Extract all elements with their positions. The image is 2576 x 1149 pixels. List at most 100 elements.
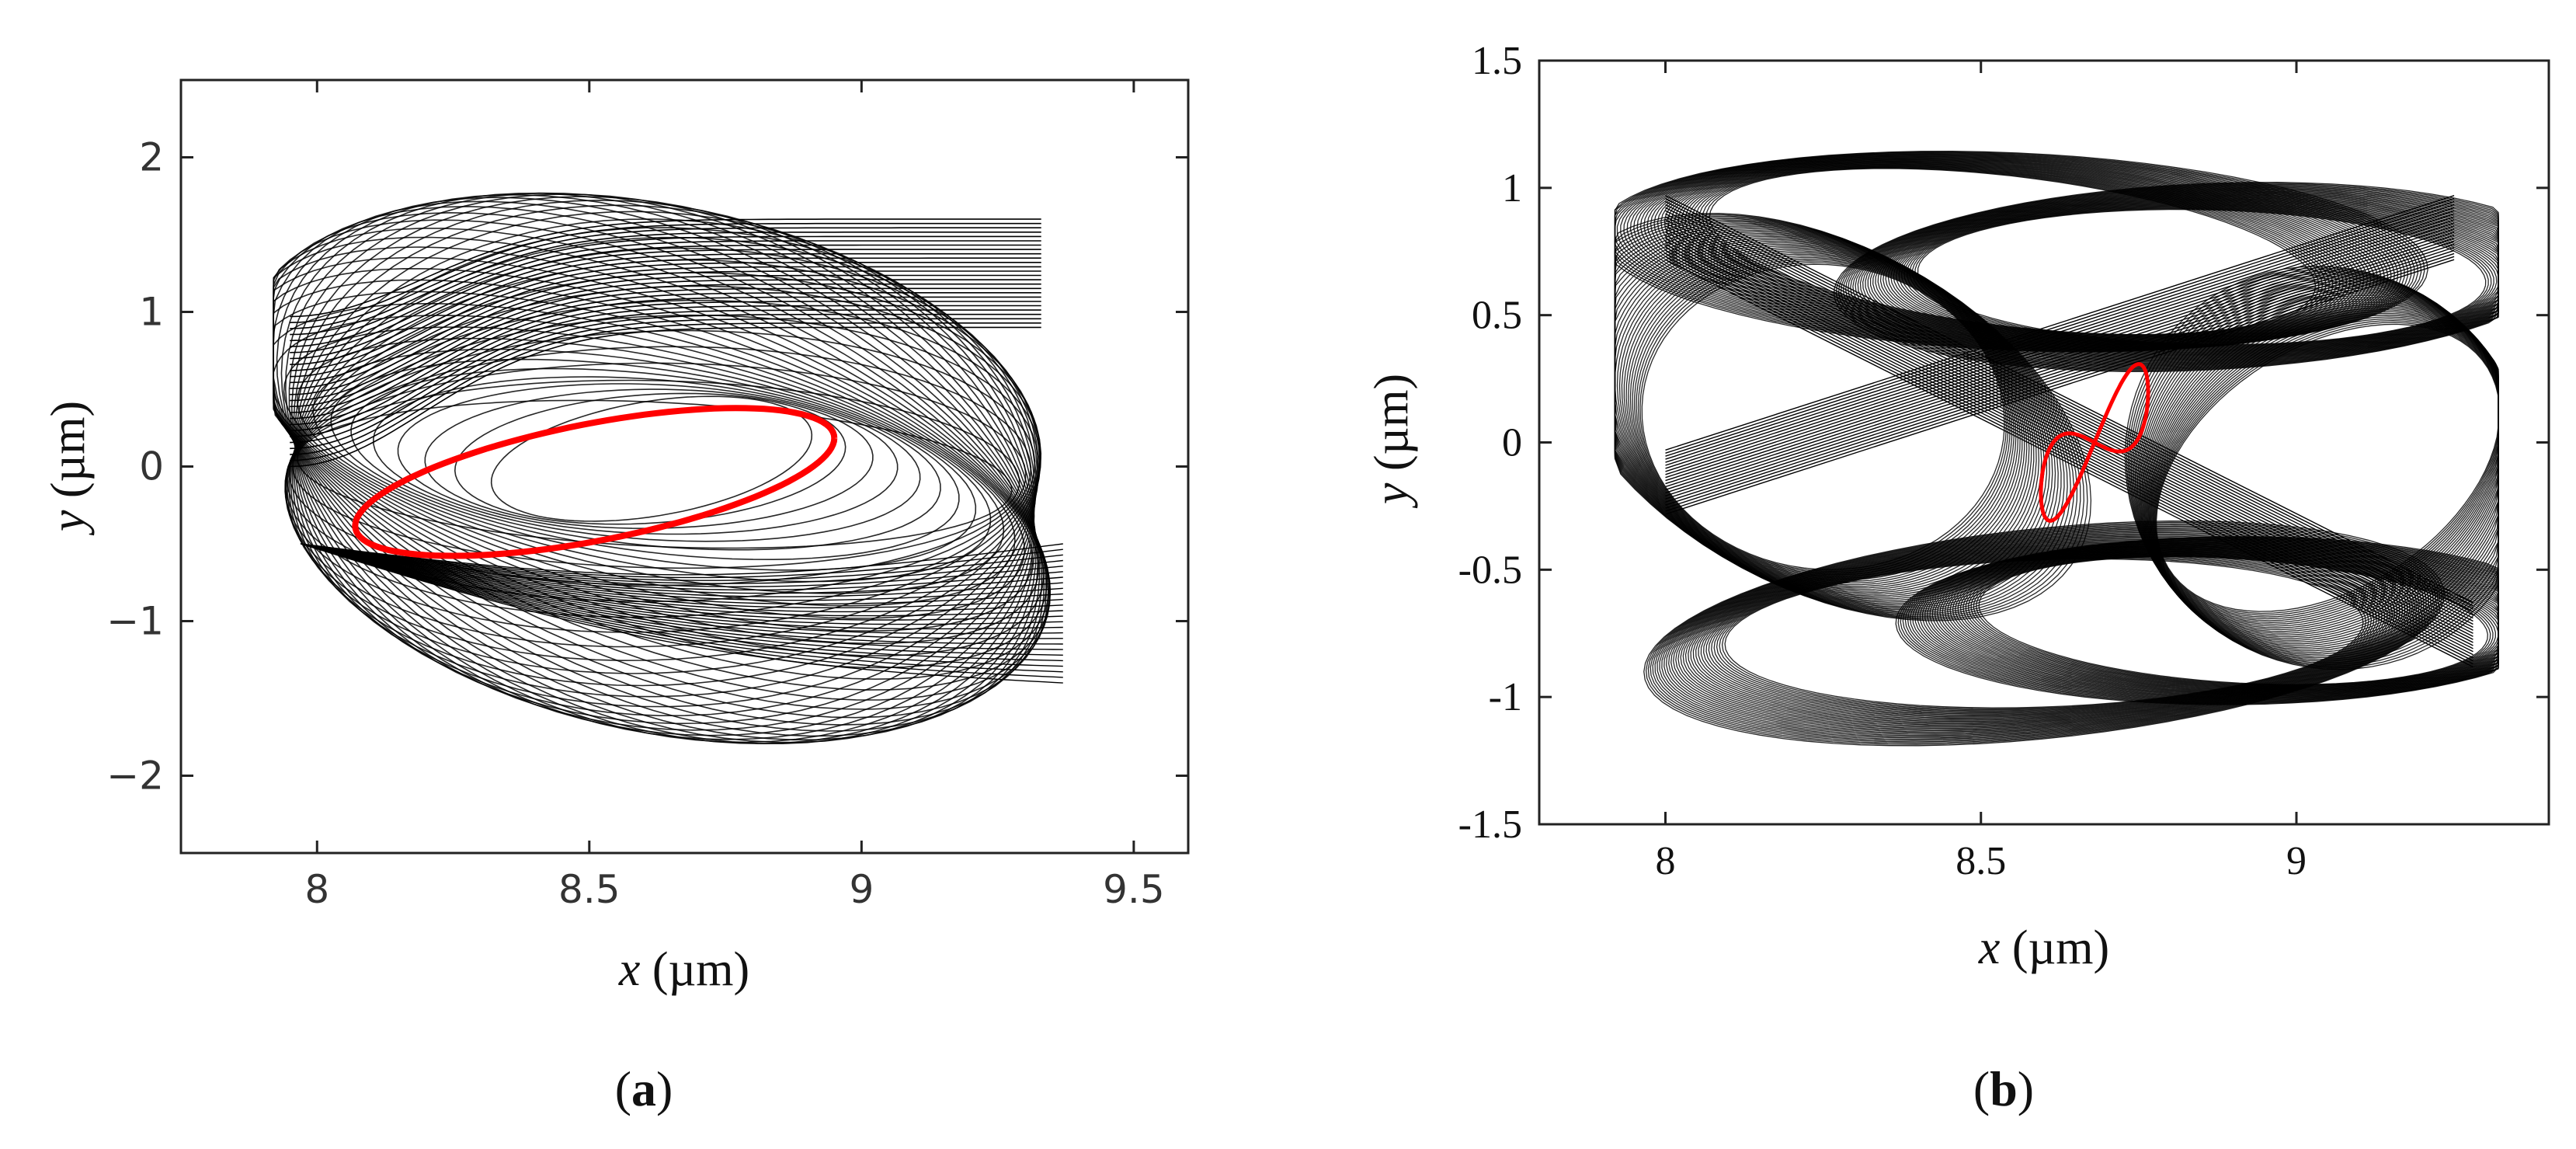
orbit-line-a xyxy=(372,376,921,542)
orbit-band-upper-a xyxy=(290,326,1041,468)
orbit-line-b xyxy=(2143,291,2499,645)
orbit-band-upper-a xyxy=(290,309,1041,444)
orbit-band-upper-a xyxy=(290,257,1041,371)
orbit-band-upper-a xyxy=(290,249,1041,360)
orbit-band-b xyxy=(1665,225,2473,634)
orbit-band-b xyxy=(1665,232,2455,488)
orbit-band-upper-a xyxy=(290,270,1041,389)
orbit-band-upper-a xyxy=(290,279,1041,402)
x-tick-label-a: 8 xyxy=(304,867,329,912)
plot-area-a xyxy=(273,192,1063,745)
orbit-band-upper-a xyxy=(290,313,1041,450)
x-tick-label-b: 9 xyxy=(2286,839,2307,883)
orbit-line-b xyxy=(2150,309,2499,627)
orbit-line-b xyxy=(1859,191,2499,363)
orbit-line-b xyxy=(1837,183,2499,371)
orbit-line-a xyxy=(273,246,1050,681)
y-tick-label-a: 2 xyxy=(139,135,164,180)
orbit-line-a xyxy=(293,227,1038,717)
orbit-band-lower-a xyxy=(301,543,1063,576)
orbit-line-a xyxy=(490,395,813,522)
orbit-band-lower-a xyxy=(301,543,1063,581)
orbit-line-b xyxy=(2148,304,2499,632)
orbit-band-upper-a xyxy=(290,287,1041,413)
orbit-line-b xyxy=(2153,316,2499,620)
orbit-line-b xyxy=(1643,521,2445,747)
orbit-band-b xyxy=(1665,232,2473,640)
orbit-line-a xyxy=(290,196,1035,743)
orbit-band-lower-a xyxy=(301,543,1063,608)
orbit-band-b xyxy=(1665,197,2473,607)
orbit-band-upper-a xyxy=(290,244,1041,353)
ticks-a: 8 8.5 9 9.5 −2 −1 0 1 2 xyxy=(106,80,1188,912)
y-tick-label-a: −1 xyxy=(106,599,164,644)
orbit-line-b xyxy=(1875,197,2499,357)
x-tick-label-a: 9 xyxy=(849,867,874,912)
orbit-band-b xyxy=(1665,235,2473,643)
orbit-band-b xyxy=(1665,219,2455,475)
orbit-line-b xyxy=(1681,164,2344,339)
orbit-band-upper-a xyxy=(290,292,1041,420)
orbit-line-b xyxy=(1614,237,2040,597)
orbit-band-b xyxy=(1665,246,2455,503)
orbit-line-b xyxy=(1895,536,2499,705)
orbit-band-lower-a xyxy=(301,543,1063,645)
x-tick-label-a: 8.5 xyxy=(558,867,621,912)
orbit-line-b xyxy=(2147,300,2499,636)
orbit-line-b xyxy=(2155,322,2499,615)
orbit-line-a xyxy=(273,211,1049,719)
orbit-line-b xyxy=(1887,200,2499,353)
orbit-band-lower-a xyxy=(301,543,1063,639)
orbit-band-b xyxy=(1665,256,2455,512)
y-tick-label-b: 1.5 xyxy=(1472,39,1522,83)
y-tick-label-b: -0.5 xyxy=(1458,548,1522,592)
orbit-line-a xyxy=(350,367,941,551)
orbit-band-b xyxy=(1665,252,2455,509)
orbit-band-upper-a xyxy=(290,305,1041,437)
orbit-line-b xyxy=(1882,199,2499,355)
orbit-band-b xyxy=(1665,228,2455,485)
orbit-band-b xyxy=(1665,238,2455,494)
orbit-band-b xyxy=(1665,222,2455,479)
orbit-band-b xyxy=(1665,222,2473,631)
orbit-band-lower-a xyxy=(301,543,1063,673)
orbit-line-b xyxy=(1872,196,2499,358)
orbit-line-b xyxy=(1702,166,2324,336)
x-tick-label-b: 8.5 xyxy=(1955,839,2006,883)
ticks-b: 8 8.5 9 -1.5 -1 -0.5 0 0.5 1 1.5 xyxy=(1458,39,2549,883)
orbit-band-b xyxy=(1665,240,2473,649)
orbit-band-lower-a xyxy=(301,543,1063,625)
orbit-band-upper-a xyxy=(290,227,1041,329)
orbit-band-upper-a xyxy=(290,222,1041,323)
y-tick-label-b: 0.5 xyxy=(1472,294,1522,338)
orbit-line-a xyxy=(424,388,874,530)
orbit-band-b xyxy=(1665,252,2473,662)
orbit-band-upper-a xyxy=(290,301,1041,431)
orbit-band-lower-a xyxy=(301,543,1063,656)
orbit-line-b xyxy=(1705,167,2320,336)
orbit-line-b xyxy=(1614,239,2037,595)
orbit-line-b xyxy=(1857,190,2499,364)
orbit-band-b xyxy=(1665,197,2455,454)
y-tick-label-b: 1 xyxy=(1502,166,1522,211)
x-axis-label-a: x (µm) xyxy=(618,943,749,996)
chart-panel-b: 8 8.5 9 -1.5 -1 -0.5 0 0.5 1 1.5 x (µm) y (µm) (b… xyxy=(1365,39,2550,1116)
orbit-band-b xyxy=(1665,200,2473,610)
orbit-line-a xyxy=(273,291,1033,632)
orbit-line-b xyxy=(2144,294,2499,641)
orbit-band-lower-a xyxy=(301,543,1063,662)
plot-area-b xyxy=(1614,151,2499,747)
orbit-band-upper-a xyxy=(290,296,1041,426)
orbit-band-lower-a xyxy=(301,543,1063,630)
orbit-line-a xyxy=(273,279,1040,645)
orbit-band-b xyxy=(1665,259,2455,515)
orbit-band-lower-a xyxy=(301,543,1063,613)
orbit-band-b xyxy=(1665,219,2473,628)
orbit-band-b xyxy=(1665,204,2473,613)
orbit-line-b xyxy=(1917,208,2487,346)
orbit-line-b xyxy=(2150,307,2499,628)
orbit-band-lower-a xyxy=(301,543,1063,617)
red-orbit-a xyxy=(352,405,838,559)
orbit-line-b xyxy=(1877,197,2499,357)
